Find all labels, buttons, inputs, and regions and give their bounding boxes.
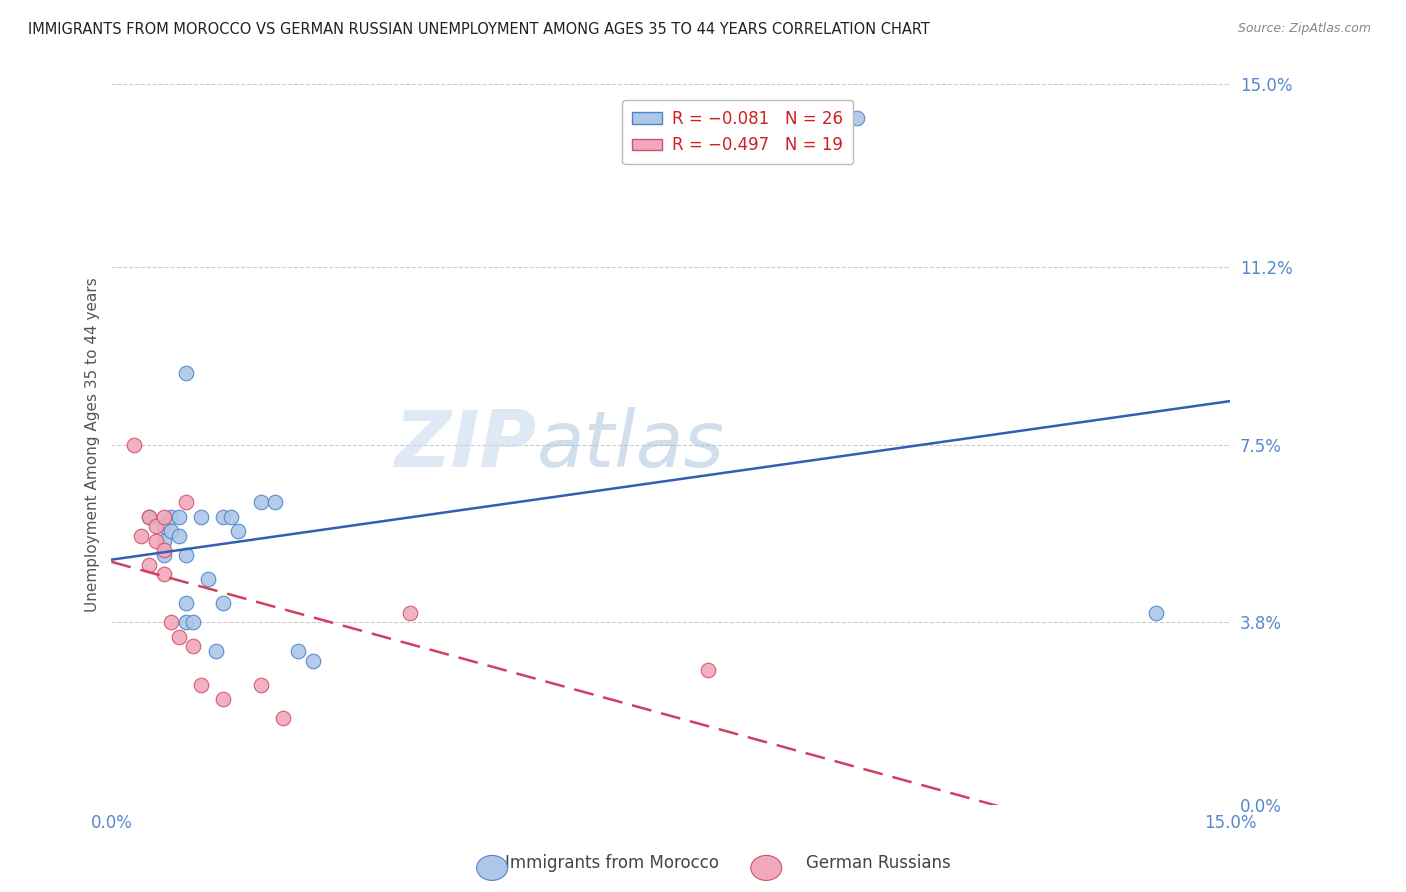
Text: IMMIGRANTS FROM MOROCCO VS GERMAN RUSSIAN UNEMPLOYMENT AMONG AGES 35 TO 44 YEARS: IMMIGRANTS FROM MOROCCO VS GERMAN RUSSIA… [28, 22, 929, 37]
Point [174, 615, 197, 630]
Point [697, 663, 720, 677]
Point [212, 692, 235, 706]
Point [398, 606, 420, 620]
Point [174, 495, 197, 509]
Point [129, 529, 152, 543]
Point [249, 678, 271, 692]
Point [167, 630, 190, 644]
Point [205, 644, 228, 658]
Point [183, 615, 205, 630]
Point [264, 495, 287, 509]
Point [152, 543, 174, 558]
Point [212, 596, 235, 610]
Point [249, 495, 271, 509]
Point [152, 509, 174, 524]
Point [138, 558, 160, 572]
Point [160, 524, 183, 538]
Point [174, 548, 197, 562]
Point [167, 529, 190, 543]
Text: atlas: atlas [537, 407, 724, 483]
Point [287, 644, 309, 658]
Point [846, 111, 869, 125]
Y-axis label: Unemployment Among Ages 35 to 44 years: Unemployment Among Ages 35 to 44 years [86, 277, 100, 612]
Point [152, 567, 174, 582]
Point [145, 519, 167, 533]
Point [190, 678, 212, 692]
Legend: R = −0.081   N = 26, R = −0.497   N = 19: R = −0.081 N = 26, R = −0.497 N = 19 [623, 100, 853, 164]
Point [271, 711, 294, 725]
Text: German Russians: German Russians [807, 855, 950, 872]
Point [167, 509, 190, 524]
Point [145, 533, 167, 548]
Text: ZIP: ZIP [394, 407, 537, 483]
Point [152, 533, 174, 548]
Text: Immigrants from Morocco: Immigrants from Morocco [505, 855, 718, 872]
Point [190, 509, 212, 524]
Point [226, 524, 249, 538]
Point [174, 596, 197, 610]
Point [301, 654, 323, 668]
Point [122, 437, 145, 451]
Point [212, 509, 235, 524]
Point [138, 509, 160, 524]
Point [152, 519, 174, 533]
Point [219, 509, 242, 524]
Point [160, 509, 183, 524]
Point [174, 366, 197, 380]
Point [138, 509, 160, 524]
Point [160, 615, 183, 630]
Point [152, 548, 174, 562]
Point [1144, 606, 1167, 620]
Point [197, 572, 219, 586]
Text: Source: ZipAtlas.com: Source: ZipAtlas.com [1237, 22, 1371, 36]
Point [183, 639, 205, 653]
